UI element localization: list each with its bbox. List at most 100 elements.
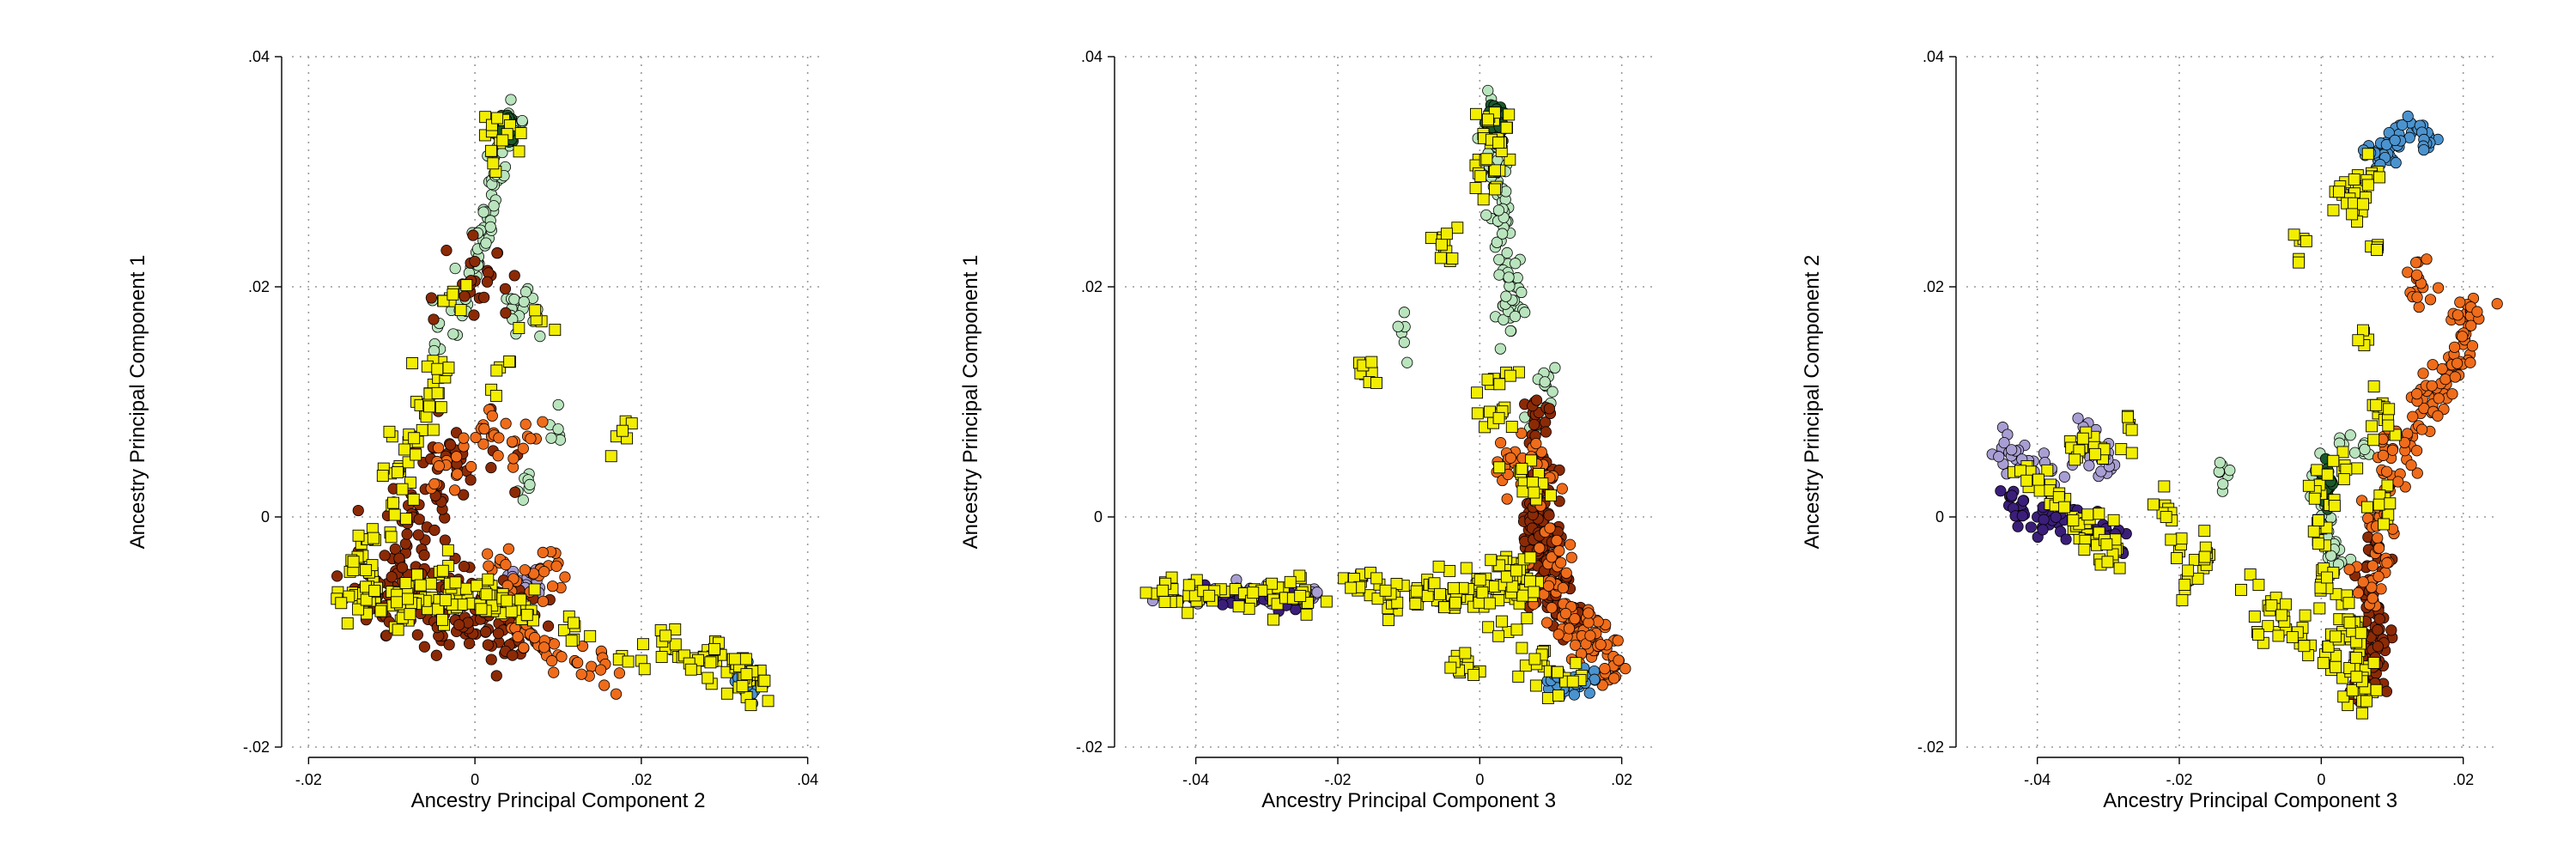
data-point-square xyxy=(1528,653,1541,665)
data-point-square xyxy=(447,288,459,301)
data-point-circle xyxy=(418,549,430,562)
data-point-circle xyxy=(1563,623,1576,635)
data-point-circle xyxy=(467,229,479,241)
data-point-square xyxy=(459,582,472,595)
data-point-circle xyxy=(2380,685,2393,697)
data-point-square xyxy=(1379,584,1392,597)
data-point-square xyxy=(2313,602,2326,615)
data-point-square xyxy=(392,623,404,636)
data-point-square xyxy=(1516,641,1528,654)
data-point-circle xyxy=(2416,423,2428,435)
data-point-square xyxy=(431,362,444,375)
data-point-square xyxy=(2191,572,2204,585)
data-point-square xyxy=(2067,514,2080,526)
data-point-square xyxy=(388,508,401,521)
data-point-circle xyxy=(1564,538,1577,550)
data-point-circle xyxy=(1519,307,1531,319)
data-point-circle xyxy=(508,294,520,306)
data-point-square xyxy=(1370,572,1383,585)
data-point-circle xyxy=(552,423,564,435)
data-point-circle xyxy=(1583,607,1595,619)
data-point-circle xyxy=(2407,410,2419,422)
data-point-circle xyxy=(2375,583,2387,595)
data-point-square xyxy=(2125,447,2138,459)
data-point-square xyxy=(402,593,414,605)
data-point-circle xyxy=(2380,465,2393,477)
data-point-circle xyxy=(1401,356,1413,368)
data-point-square xyxy=(1294,590,1307,602)
data-point-square xyxy=(2052,491,2065,503)
data-point-square xyxy=(406,357,419,369)
cluster-yellow xyxy=(331,111,775,712)
cluster-orange xyxy=(2343,253,2503,612)
data-point-square xyxy=(720,687,733,700)
data-point-circle xyxy=(1502,468,1514,481)
data-point-circle xyxy=(2417,368,2429,380)
data-point-square xyxy=(2300,234,2312,247)
data-point-circle xyxy=(1555,556,1567,568)
data-point-square xyxy=(1473,574,1486,586)
data-point-circle xyxy=(550,560,562,572)
data-point-square xyxy=(1428,577,1441,590)
data-point-circle xyxy=(1592,616,1604,628)
data-point-circle xyxy=(2372,570,2385,583)
data-point-square xyxy=(352,529,365,542)
data-point-square xyxy=(1284,575,1297,588)
data-point-circle xyxy=(1503,271,1515,283)
data-point-square xyxy=(2351,462,2364,475)
data-point-circle xyxy=(477,206,489,218)
data-point-circle xyxy=(518,641,530,653)
data-point-circle xyxy=(401,528,413,540)
data-point-square xyxy=(513,145,526,158)
data-point-circle xyxy=(1619,663,1631,675)
data-point-circle xyxy=(548,666,560,678)
data-point-circle xyxy=(480,626,492,638)
data-point-circle xyxy=(2446,388,2458,400)
data-point-circle xyxy=(1493,269,1505,281)
data-point-circle xyxy=(481,276,494,288)
data-point-square xyxy=(637,638,649,651)
data-point-square xyxy=(2078,544,2091,556)
data-point-circle xyxy=(2389,134,2401,146)
data-point-circle xyxy=(1583,617,1595,629)
data-point-square xyxy=(2378,518,2391,531)
data-point-circle xyxy=(1509,310,1522,323)
data-point-circle xyxy=(2214,457,2226,469)
data-point-circle xyxy=(443,639,455,651)
y-tick-label: .02 xyxy=(248,278,270,295)
data-point-square xyxy=(1485,554,1498,567)
data-point-circle xyxy=(482,548,494,560)
data-point-square xyxy=(2361,179,2374,191)
data-point-square xyxy=(568,617,580,629)
data-point-circle xyxy=(2381,556,2393,569)
data-point-square xyxy=(1432,560,1445,573)
data-point-square xyxy=(471,580,483,593)
data-point-square xyxy=(2100,538,2113,550)
data-point-square xyxy=(480,588,493,601)
data-point-square xyxy=(1471,386,1484,399)
y-tick-label: -.02 xyxy=(243,738,270,756)
data-point-circle xyxy=(546,655,558,667)
data-point-circle xyxy=(1528,418,1540,431)
data-point-square xyxy=(441,544,454,556)
data-point-square xyxy=(2251,629,2264,641)
data-point-circle xyxy=(2418,143,2430,156)
data-point-circle xyxy=(491,247,503,259)
data-point-circle xyxy=(458,489,470,501)
data-point-square xyxy=(404,608,416,621)
data-point-square xyxy=(1524,551,1537,564)
data-point-square xyxy=(2158,480,2171,493)
data-point-square xyxy=(487,157,500,170)
data-point-circle xyxy=(545,432,557,444)
data-point-square xyxy=(1492,629,1505,642)
data-point-square xyxy=(2147,498,2160,511)
data-point-circle xyxy=(2402,266,2414,278)
data-point-square xyxy=(2343,616,2356,629)
data-point-square xyxy=(1489,164,1502,177)
data-point-circle xyxy=(505,94,517,106)
data-point-circle xyxy=(413,514,425,526)
data-point-square xyxy=(491,112,504,125)
data-point-circle xyxy=(542,620,555,632)
data-point-circle xyxy=(556,651,568,663)
data-point-circle xyxy=(2072,412,2084,424)
